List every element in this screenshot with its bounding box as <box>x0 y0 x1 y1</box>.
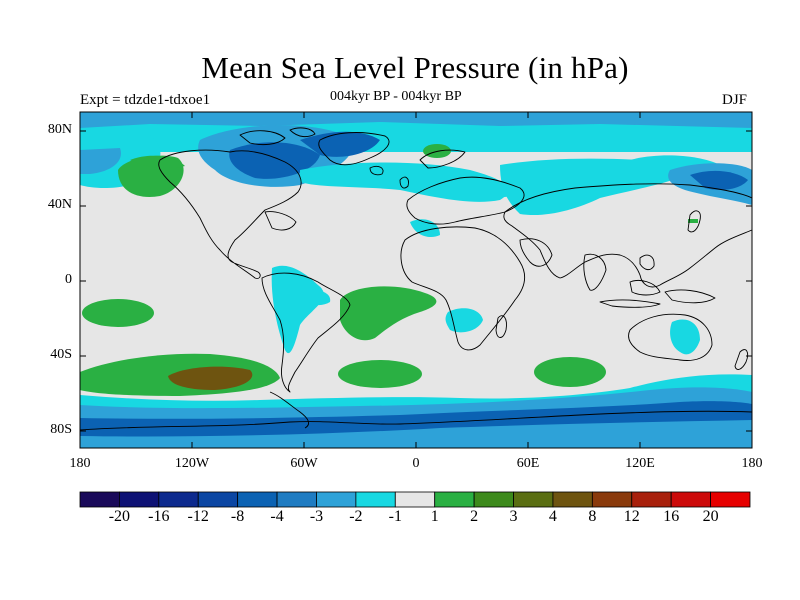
colorbar-swatch <box>276 491 317 508</box>
colorbar-label: -8 <box>230 508 245 525</box>
lat-label-0: 0 <box>65 272 72 287</box>
colorbar-label: -3 <box>309 508 324 525</box>
colorbar <box>79 491 751 508</box>
lon-label-60w: 60W <box>290 456 318 471</box>
lon-label-180w: 180 <box>69 456 91 471</box>
colorbar-label: -16 <box>148 508 170 525</box>
colorbar-label: -1 <box>388 508 402 525</box>
colorbar-swatch <box>631 491 672 508</box>
colorbar-label: -12 <box>187 508 209 525</box>
lon-label-60e: 60E <box>516 456 540 471</box>
lat-label-40s: 40S <box>50 347 72 362</box>
colorbar-swatch <box>670 491 711 508</box>
colorbar-swatch <box>591 491 633 508</box>
colorbar-label: -2 <box>349 508 363 525</box>
colorbar-label: 1 <box>430 508 439 525</box>
southern-ocean-anomalies <box>80 353 752 448</box>
tick-marks <box>80 112 752 448</box>
colorbar-swatch <box>513 491 554 508</box>
colorbar-label: -20 <box>108 508 131 525</box>
colorbar-swatch <box>79 491 120 508</box>
colorbar-swatch <box>197 491 239 508</box>
lat-label-80n: 80N <box>47 122 72 137</box>
period-label: 004kyr BP - 004kyr BP <box>330 89 462 104</box>
arctic-anomaly-band <box>80 112 752 223</box>
lon-label-0: 0 <box>412 456 420 471</box>
colorbar-label: 20 <box>702 508 719 525</box>
colorbar-swatch <box>434 491 475 508</box>
colorbar-swatch <box>316 491 357 508</box>
season-label: DJF <box>722 92 748 108</box>
lon-label-120w: 120W <box>174 456 210 471</box>
colorbar-swatch <box>552 491 593 508</box>
colorbar-swatch <box>119 491 160 508</box>
colorbar-swatch <box>355 491 396 508</box>
coastlines <box>79 127 753 431</box>
colorbar-label: 2 <box>470 508 479 525</box>
colorbar-swatch <box>473 491 514 508</box>
colorbar-label: -4 <box>270 508 284 525</box>
colorbar-label: 8 <box>588 508 597 525</box>
lon-label-180e: 180 <box>741 456 763 471</box>
experiment-label: Expt = tdzde1-tdxoe1 <box>80 92 211 108</box>
colorbar-swatch <box>158 491 199 508</box>
lat-label-40n: 40N <box>47 197 72 212</box>
colorbar-swatch <box>394 491 436 508</box>
colorbar-swatch <box>237 491 278 508</box>
colorbar-label: 3 <box>509 508 518 525</box>
colorbar-swatch <box>710 491 751 508</box>
map-title: Mean Sea Level Pressure (in hPa) <box>201 50 629 85</box>
colorbar-label: 12 <box>623 508 640 525</box>
lat-label-80s: 80S <box>50 422 72 437</box>
colorbar-label: 16 <box>663 508 680 525</box>
colorbar-label: 4 <box>548 508 557 525</box>
lon-label-120e: 120E <box>625 456 655 471</box>
